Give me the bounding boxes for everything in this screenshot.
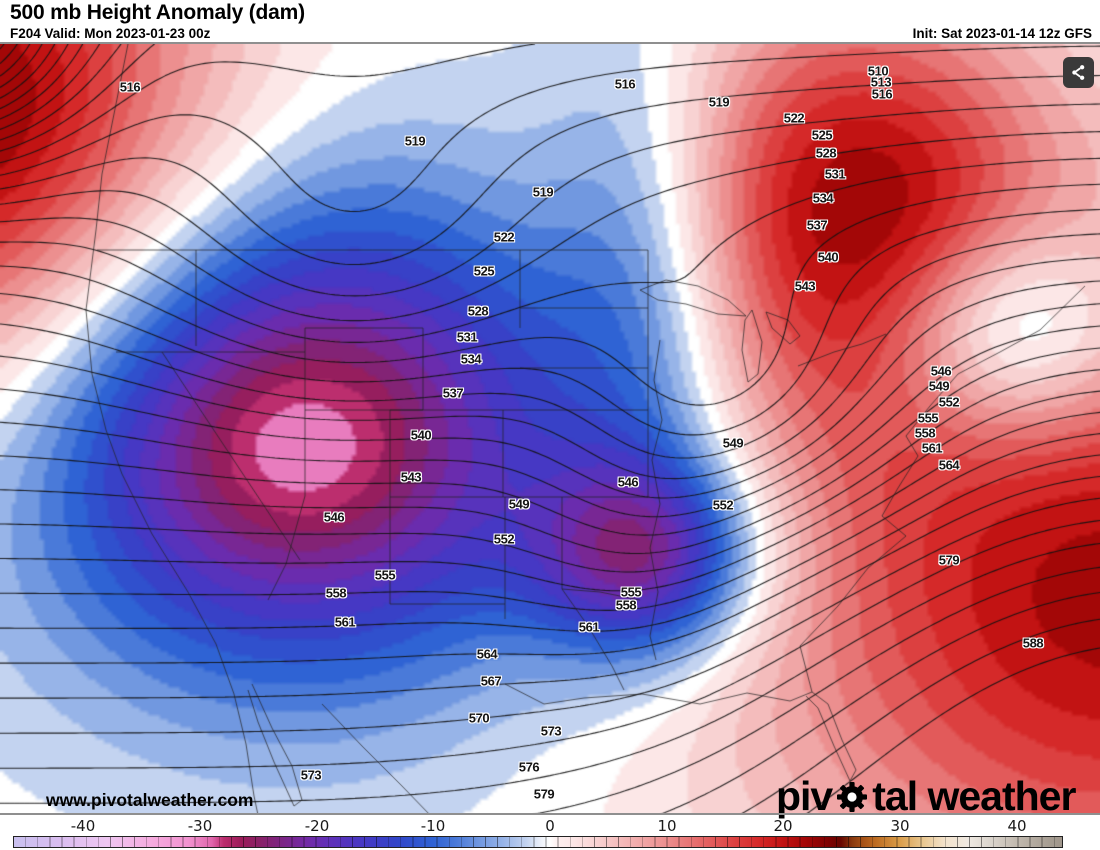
contour-label: 567 bbox=[480, 673, 502, 689]
gear-icon bbox=[837, 781, 868, 812]
contour-label: 552 bbox=[712, 497, 734, 513]
watermark-text-prefix: piv bbox=[776, 773, 833, 819]
contour-label: 522 bbox=[493, 229, 515, 245]
map-top-divider bbox=[0, 42, 1100, 44]
contour-label: 516 bbox=[119, 79, 141, 95]
anomaly-map-canvas bbox=[0, 44, 1100, 815]
contour-label: 531 bbox=[824, 166, 846, 182]
init-time-label: Init: Sat 2023-01-14 12z GFS bbox=[912, 26, 1092, 41]
contour-label: 564 bbox=[938, 457, 960, 473]
contour-label: 579 bbox=[938, 552, 960, 568]
map-area: 510 513 516 516 516 519 519 519 522 522 525 525 528 5… bbox=[0, 44, 1100, 819]
contour-label: 525 bbox=[811, 127, 833, 143]
contour-label: 552 bbox=[938, 394, 960, 410]
valid-time-label: F204 Valid: Mon 2023-01-23 00z bbox=[10, 26, 211, 41]
contour-label: 543 bbox=[794, 278, 816, 294]
colorbar-tick: 30 bbox=[890, 817, 910, 835]
contour-label: 534 bbox=[460, 351, 482, 367]
contour-label: 573 bbox=[300, 767, 322, 783]
contour-label: 546 bbox=[323, 509, 345, 525]
colorbar-tick: 20 bbox=[773, 817, 793, 835]
contour-label: 561 bbox=[921, 440, 943, 456]
header: 500 mb Height Anomaly (dam) F204 Valid: … bbox=[0, 0, 1100, 44]
contour-label: 510 bbox=[867, 63, 889, 79]
contour-label: 531 bbox=[456, 329, 478, 345]
contour-label: 549 bbox=[508, 496, 530, 512]
watermark-url: www.pivotalweather.com bbox=[46, 790, 254, 810]
colorbar-tick: 0 bbox=[545, 817, 555, 835]
contour-label: 537 bbox=[806, 217, 828, 233]
contour-label: 576 bbox=[518, 759, 540, 775]
contour-label: 558 bbox=[615, 597, 637, 613]
contour-label: 537 bbox=[442, 385, 464, 401]
contour-label: 555 bbox=[620, 584, 642, 600]
contour-label: 549 bbox=[722, 435, 744, 451]
contour-label: 528 bbox=[467, 303, 489, 319]
colorbar-cell-separators bbox=[14, 837, 1062, 847]
contour-label: 543 bbox=[400, 469, 422, 485]
contour-label: 540 bbox=[410, 427, 432, 443]
colorbar-tick: 10 bbox=[657, 817, 677, 835]
contour-label: 522 bbox=[783, 110, 805, 126]
contour-label: 540 bbox=[817, 249, 839, 265]
watermark-text-suffix: tal weather bbox=[872, 773, 1076, 819]
contour-label: 558 bbox=[914, 425, 936, 441]
contour-label: 561 bbox=[334, 614, 356, 630]
contour-label: 561 bbox=[578, 619, 600, 635]
contour-label: 588 bbox=[1022, 635, 1044, 651]
page-title: 500 mb Height Anomaly (dam) bbox=[10, 1, 305, 24]
colorbar-tick: -40 bbox=[70, 817, 96, 835]
colorbar-gradient bbox=[13, 836, 1063, 848]
contour-label: 558 bbox=[325, 585, 347, 601]
contour-label: 573 bbox=[540, 723, 562, 739]
contour-label: 516 bbox=[614, 76, 636, 92]
contour-label: 525 bbox=[473, 263, 495, 279]
contour-label: 516 bbox=[871, 86, 893, 102]
colorbar-tick: -10 bbox=[420, 817, 446, 835]
colorbar: -40 -30 -20 -10 0 10 20 30 40 bbox=[0, 815, 1100, 850]
contour-label: 549 bbox=[928, 378, 950, 394]
map-bottom-divider bbox=[0, 813, 1100, 815]
contour-labels-layer: 510 513 516 516 516 519 519 519 522 522 525 525 528 5… bbox=[0, 44, 1100, 815]
contour-label: 519 bbox=[708, 94, 730, 110]
share-button[interactable] bbox=[1063, 57, 1094, 88]
contour-label: 552 bbox=[493, 531, 515, 547]
contour-label: 534 bbox=[812, 190, 834, 206]
colorbar-tick: -20 bbox=[304, 817, 330, 835]
contour-label: 513 bbox=[870, 74, 892, 90]
contour-label: 555 bbox=[917, 410, 939, 426]
contour-label: 546 bbox=[617, 474, 639, 490]
contour-label: 546 bbox=[930, 363, 952, 379]
contour-label: 519 bbox=[532, 184, 554, 200]
colorbar-tick: 40 bbox=[1007, 817, 1027, 835]
contour-label: 519 bbox=[404, 133, 426, 149]
contour-label: 528 bbox=[815, 145, 837, 161]
contour-label: 555 bbox=[374, 567, 396, 583]
share-icon bbox=[1072, 65, 1085, 80]
contour-label: 579 bbox=[533, 786, 555, 802]
colorbar-tick: -30 bbox=[187, 817, 213, 835]
contour-label: 564 bbox=[476, 646, 498, 662]
watermark: piv tal weather bbox=[776, 773, 1076, 820]
contour-label: 570 bbox=[468, 710, 490, 726]
